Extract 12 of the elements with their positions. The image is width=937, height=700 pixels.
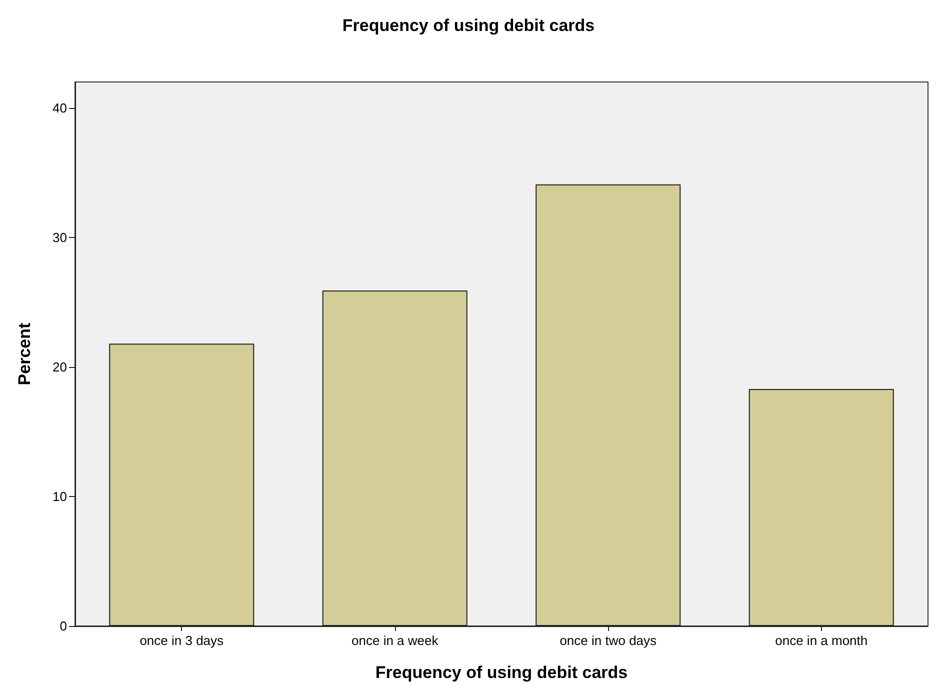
y-tick-label: 40 <box>52 100 67 116</box>
chart-title: Frequency of using debit cards <box>342 16 595 35</box>
x-axis-title: Frequency of using debit cards <box>375 663 628 682</box>
x-tick-label: once in 3 days <box>140 633 224 648</box>
x-tick-label: once in a month <box>775 633 868 648</box>
y-tick-label: 0 <box>60 618 67 634</box>
y-tick-label: 10 <box>52 488 67 504</box>
x-tick-label: once in two days <box>560 633 658 648</box>
x-tick-label: once in a week <box>352 633 439 648</box>
y-tick-label: 30 <box>52 230 67 245</box>
y-axis-title: Percent <box>15 322 34 386</box>
y-tick-label: 20 <box>52 359 67 374</box>
